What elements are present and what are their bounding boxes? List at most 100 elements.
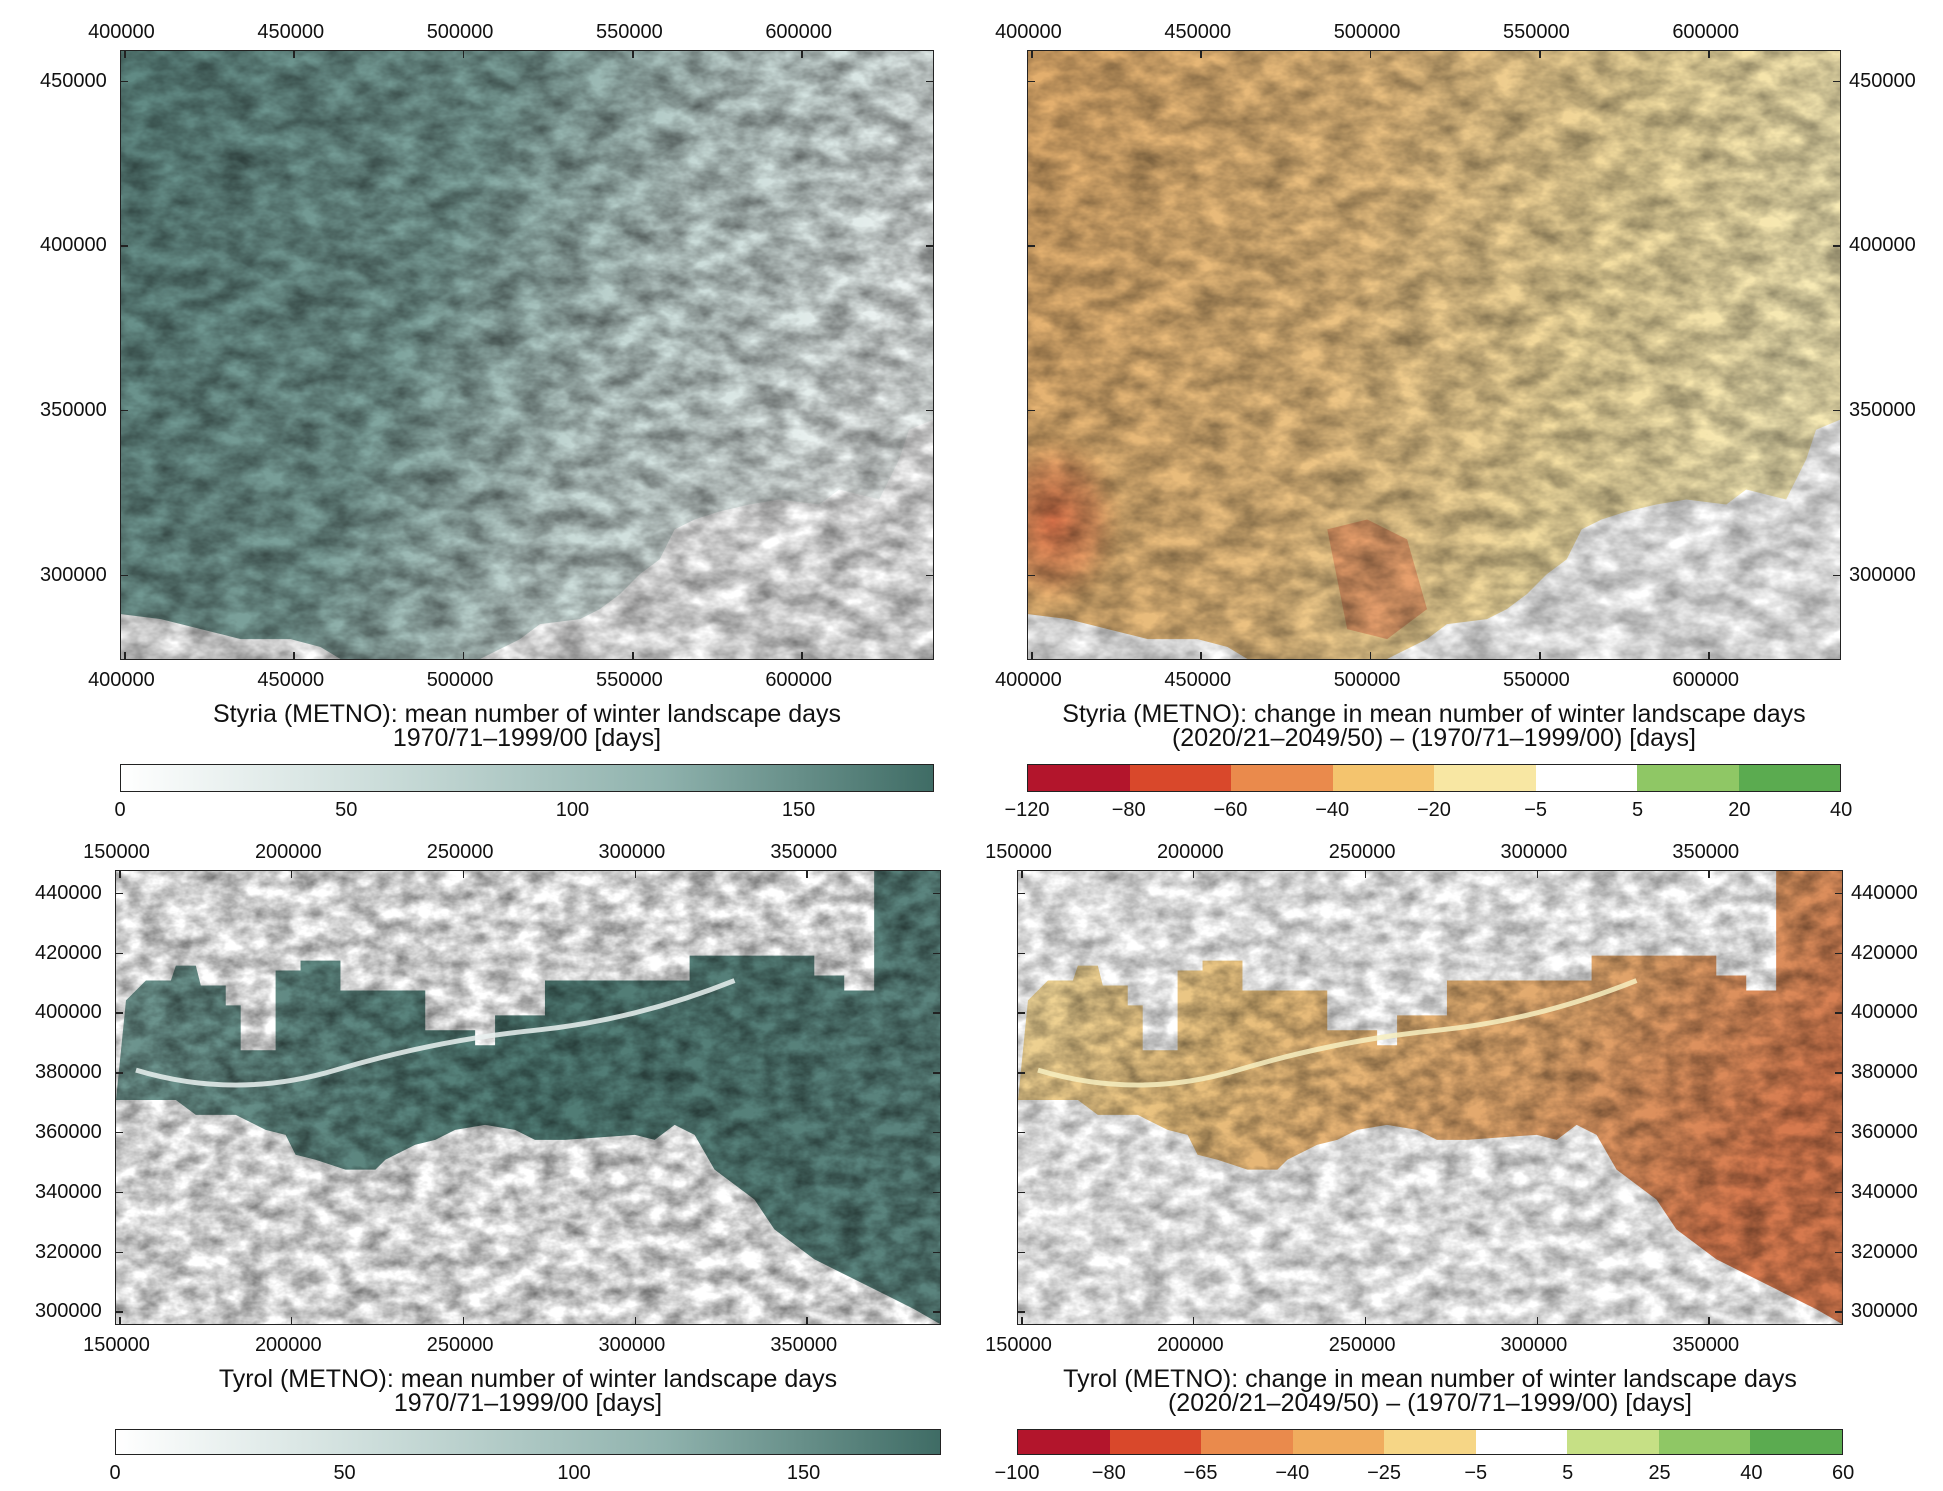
x-tick-mark: [1192, 1317, 1195, 1325]
x-tick-mark: [1364, 1317, 1367, 1325]
y-tick-label: 380000: [1851, 1061, 1918, 1084]
x-tick-mark: [462, 1317, 465, 1325]
x-tick-label-top: 250000: [1328, 841, 1396, 863]
colorbar-tick-label: −40: [1275, 1462, 1310, 1484]
panel-tyrol-change: 150000 200000 250000 300000 350000 150000 200…: [975, 835, 1943, 1491]
panel-caption-line2: 1970/71–1999/00 [days]: [392, 724, 662, 752]
x-tick-label-top: 500000: [426, 21, 494, 43]
x-tick-mark: [119, 870, 121, 878]
x-tick-label-top: 300000: [598, 841, 666, 863]
x-tick-mark: [124, 50, 126, 58]
x-tick-mark: [1364, 870, 1367, 878]
x-tick-mark: [1708, 652, 1710, 660]
colorbar-tick-label: 25: [1648, 1462, 1671, 1484]
colorbar-tick-label: −20: [1417, 799, 1451, 821]
colorbar-segment: [1231, 765, 1333, 791]
x-tick-mark: [1539, 652, 1541, 660]
y-tick-mark: [1017, 1072, 1025, 1074]
x-tick-label-bottom: 350000: [1672, 1334, 1740, 1356]
y-tick-mark: [1027, 80, 1035, 82]
colorbar-segment: [1109, 1430, 1202, 1454]
x-tick-mark: [634, 1317, 637, 1325]
y-tick-mark: [933, 952, 941, 955]
x-tick-label-top: 300000: [1500, 841, 1568, 863]
x-tick-label-top: 600000: [765, 21, 833, 43]
colorbar-tick-label: 0: [114, 799, 126, 821]
colorbar-segment: [1018, 1430, 1110, 1454]
colorbar-tick-label: 5: [1632, 799, 1644, 821]
y-tick-mark: [120, 574, 128, 577]
x-tick-label-bottom: 150000: [985, 1334, 1052, 1356]
panel-caption-line1: Styria (METNO): change in mean number of…: [1062, 700, 1806, 728]
y-tick-label: 400000: [40, 234, 107, 257]
colorbar-tick-label: −25: [1367, 1462, 1402, 1484]
x-tick-label-bottom: 500000: [426, 669, 494, 691]
colorbar-tick-label: −65: [1183, 1462, 1218, 1484]
x-tick-mark: [806, 870, 808, 878]
map-styria-change: [1027, 50, 1841, 660]
panel-caption-line1: Tyrol (METNO): change in mean number of …: [1063, 1365, 1797, 1393]
x-tick-label-bottom: 500000: [1333, 669, 1401, 691]
colorbar-segment: [1384, 1430, 1476, 1454]
x-tick-label-bottom: 450000: [257, 669, 325, 691]
y-tick-mark: [120, 80, 128, 82]
colorbar-tick-label: −120: [1004, 799, 1050, 821]
y-tick-mark: [1833, 245, 1841, 247]
y-tick-mark: [115, 1072, 123, 1074]
panel-caption-line1: Tyrol (METNO): mean number of winter lan…: [218, 1365, 838, 1393]
y-tick-mark: [115, 892, 123, 895]
y-tick-mark: [933, 1072, 941, 1074]
colorbar: [115, 1429, 941, 1455]
colorbar-segment: [1738, 765, 1840, 791]
colorbar-tick-label: −80: [1091, 1462, 1126, 1484]
y-tick-label: 380000: [35, 1061, 102, 1084]
y-tick-label: 320000: [35, 1240, 102, 1263]
colorbar-tick-label: −40: [1315, 799, 1350, 821]
colorbar-tick-label: 150: [786, 1462, 821, 1484]
x-tick-mark: [801, 652, 803, 660]
colorbar-tick-label: 50: [333, 1462, 356, 1484]
y-tick-mark: [120, 245, 128, 247]
panel-caption-line2: (2020/21–2049/50) – (1970/71–1999/00) [d…: [1171, 724, 1697, 752]
y-tick-mark: [1833, 80, 1841, 82]
x-tick-mark: [632, 50, 634, 58]
panel-caption-line2: 1970/71–1999/00 [days]: [393, 1389, 663, 1417]
terrain-shaded-relief: [116, 871, 940, 1324]
x-tick-label-bottom: 400000: [88, 669, 155, 691]
x-tick-mark: [119, 1317, 121, 1325]
colorbar: [1027, 764, 1841, 792]
colorbar-segment: [1434, 765, 1536, 791]
x-tick-label-top: 200000: [1156, 841, 1224, 863]
colorbar-tick-label: −60: [1213, 799, 1248, 821]
y-tick-mark: [926, 409, 934, 412]
x-tick-mark: [1200, 652, 1202, 660]
y-tick-label: 440000: [35, 881, 102, 904]
y-tick-mark: [115, 1311, 123, 1313]
x-tick-label-bottom: 550000: [596, 669, 663, 691]
x-tick-mark: [462, 870, 465, 878]
y-tick-mark: [933, 1251, 941, 1254]
x-tick-mark: [1031, 50, 1033, 58]
y-tick-label: 340000: [35, 1180, 102, 1203]
y-tick-label: 360000: [1851, 1120, 1918, 1143]
x-tick-mark: [462, 652, 465, 660]
y-tick-mark: [1835, 1311, 1843, 1313]
y-tick-mark: [1017, 952, 1025, 955]
y-tick-mark: [926, 80, 934, 82]
y-tick-mark: [1017, 1311, 1025, 1313]
y-tick-mark: [115, 952, 123, 955]
colorbar-tick-label: 50: [335, 799, 358, 821]
x-tick-label-bottom: 600000: [765, 669, 833, 691]
y-tick-label: 300000: [1851, 1300, 1918, 1323]
x-tick-mark: [293, 652, 295, 660]
y-tick-label: 420000: [35, 941, 102, 964]
terrain-shaded-relief: [121, 51, 933, 659]
colorbar-segment: [1750, 1430, 1842, 1454]
x-tick-mark: [293, 50, 295, 58]
x-tick-mark: [1708, 870, 1710, 878]
colorbar-tick-label: 60: [1832, 1462, 1855, 1484]
y-tick-mark: [1027, 245, 1035, 247]
y-tick-mark: [1017, 1131, 1025, 1134]
x-tick-label-top: 450000: [257, 21, 325, 43]
x-tick-label-top: 350000: [1672, 841, 1740, 863]
